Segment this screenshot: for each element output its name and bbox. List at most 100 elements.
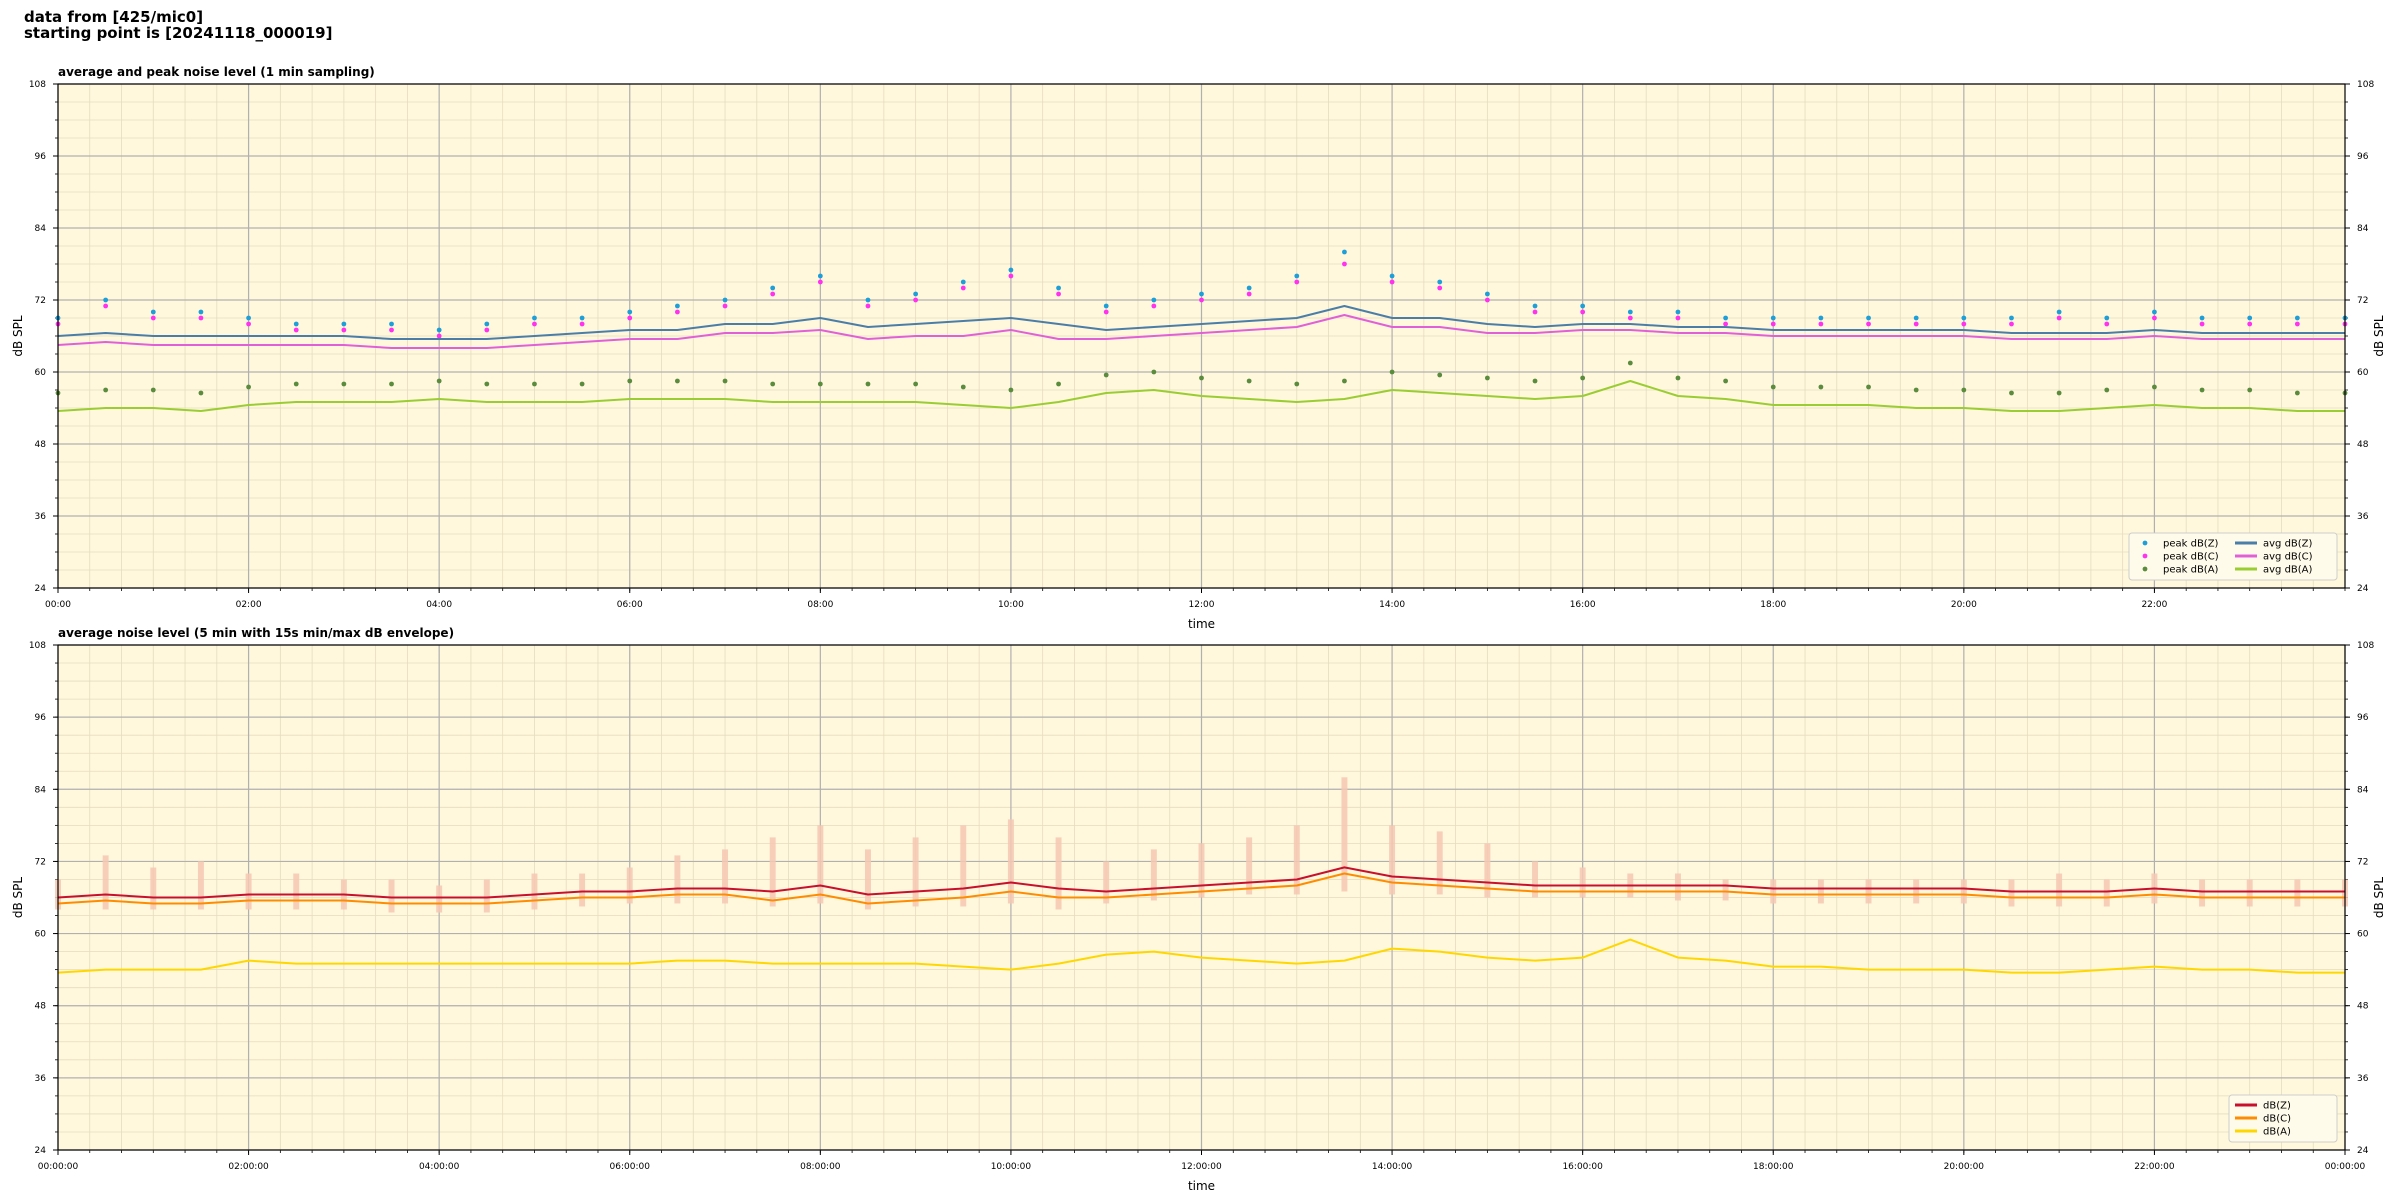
panel: 00:00:00 02:00:00 04:00:00 06:00:00 08:00:00… (11, 626, 2386, 1193)
data-point (770, 381, 776, 387)
data-point (1199, 291, 1204, 297)
data-point (1103, 309, 1109, 315)
y-tick-label: 108 (29, 641, 46, 651)
data-point (2056, 309, 2062, 315)
data-point (103, 303, 109, 309)
x-tick-label: 12:00 (1189, 600, 1215, 610)
x-tick-label: 20:00 (1951, 600, 1977, 610)
data-point (722, 303, 728, 309)
x-tick-label: 14:00:00 (1372, 1162, 1413, 1172)
data-point (770, 285, 776, 291)
y-tick-label: 108 (2357, 641, 2374, 651)
data-point (1199, 297, 1204, 303)
data-point (1389, 273, 1395, 279)
data-point (484, 381, 490, 387)
y-tick-label: 96 (35, 713, 47, 723)
data-point (1770, 315, 1776, 321)
data-point (865, 303, 871, 309)
legend-box (2128, 532, 2338, 581)
data-point (2247, 321, 2253, 327)
x-tick-label: 02:00 (236, 600, 262, 610)
data-point (1056, 291, 1061, 297)
data-point (2247, 315, 2253, 321)
legend-label: peak dB(C) (2163, 552, 2219, 563)
data-point (865, 297, 871, 303)
x-tick-label: 00:00:00 (38, 1162, 79, 1172)
data-point (1866, 321, 1871, 327)
data-point (2199, 387, 2205, 393)
data-point (246, 315, 251, 321)
data-point (1961, 387, 1967, 393)
data-point (532, 321, 537, 327)
y-axis-label: dB SPL (2372, 877, 2386, 919)
y-tick-label: 72 (35, 857, 46, 867)
data-point (436, 378, 442, 384)
x-tick-label: 22:00 (2141, 600, 2167, 610)
data-point (1723, 321, 1729, 327)
data-point (1532, 378, 1538, 384)
legend-marker (2142, 553, 2148, 559)
data-point (1866, 384, 1871, 390)
y-tick-label: 36 (35, 512, 47, 522)
y-tick-label: 48 (35, 1002, 47, 1012)
data-point (2009, 315, 2014, 321)
page-title: data from [425/mic0] (24, 8, 203, 26)
data-point (1151, 297, 1157, 303)
y-tick-label: 24 (35, 1146, 47, 1156)
y-tick-label: 72 (35, 296, 46, 306)
data-point (817, 381, 823, 387)
y-tick-label: 96 (2357, 713, 2369, 723)
data-point (2104, 321, 2110, 327)
x-tick-label: 20:00:00 (1944, 1162, 1985, 1172)
data-line (57, 938, 2345, 974)
x-tick-label: 16:00 (1570, 600, 1596, 610)
data-point (293, 381, 299, 387)
y-tick-label: 48 (2357, 1002, 2369, 1012)
data-point (293, 327, 299, 333)
data-point (246, 384, 251, 390)
data-point (2199, 315, 2205, 321)
data-point (2294, 321, 2300, 327)
legend-label: avg dB(C) (2263, 552, 2313, 563)
data-point (484, 327, 490, 333)
plot-area (55, 249, 2348, 412)
data-point (627, 309, 633, 315)
data-point (627, 378, 633, 384)
data-point (1246, 378, 1252, 384)
y-tick-label: 36 (2357, 1074, 2369, 1084)
data-point (1961, 315, 1967, 321)
legend-label: peak dB(A) (2163, 565, 2219, 576)
data-point (1484, 297, 1490, 303)
data-point (389, 321, 394, 327)
data-point (1484, 291, 1490, 297)
data-point (1580, 309, 1586, 315)
data-point (341, 327, 347, 333)
data-point (1389, 369, 1395, 375)
legend: dB(Z) dB(C) dB(A) (2228, 1094, 2338, 1143)
plot-area (55, 777, 2348, 974)
data-point (198, 390, 204, 396)
data-point (2009, 321, 2014, 327)
x-tick-label: 18:00 (1760, 600, 1786, 610)
y-tick-label: 84 (35, 224, 47, 234)
y-axis-label: dB SPL (11, 315, 25, 357)
y-axis-label: dB SPL (11, 877, 25, 919)
x-tick-label: 00:00:00 (2325, 1162, 2366, 1172)
data-point (1484, 375, 1490, 381)
data-point (1342, 249, 1347, 255)
legend-label: avg dB(Z) (2263, 539, 2313, 550)
data-point (1913, 387, 1919, 393)
data-point (2152, 309, 2157, 315)
y-tick-label: 60 (35, 368, 47, 378)
x-tick-label: 16:00:00 (1562, 1162, 1603, 1172)
data-point (484, 321, 490, 327)
data-point (150, 309, 156, 315)
data-point (2152, 315, 2157, 321)
data-point (1294, 381, 1300, 387)
data-point (293, 321, 299, 327)
x-tick-label: 04:00 (426, 600, 452, 610)
y-tick-label: 72 (2357, 296, 2368, 306)
data-point (1342, 378, 1347, 384)
data-point (913, 381, 919, 387)
